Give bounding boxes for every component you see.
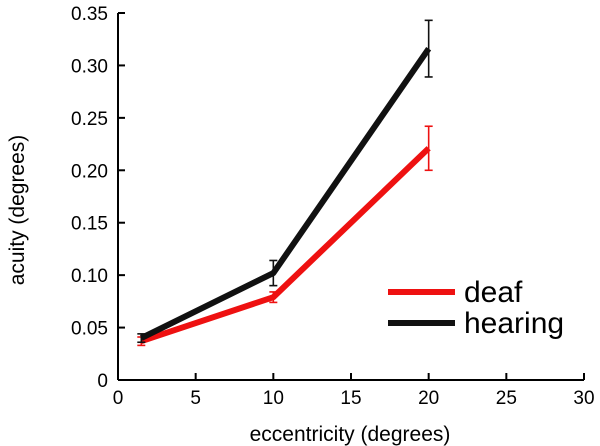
y-tick-label: 0.05 — [71, 319, 108, 340]
x-tick-label: 20 — [418, 388, 439, 409]
error-bar-deaf — [269, 291, 278, 304]
x-tick-label: 0 — [113, 388, 124, 409]
series-deaf — [137, 125, 433, 347]
x-tick-label: 25 — [496, 388, 517, 409]
error-bar-hearing — [269, 259, 278, 287]
series-line-deaf — [140, 146, 431, 345]
y-tick-label: 0.15 — [71, 214, 108, 235]
error-bar-hearing — [424, 19, 433, 78]
legend-label: hearing — [464, 307, 564, 340]
series-hearing — [137, 19, 433, 344]
legend-item-deaf: deaf — [388, 276, 523, 309]
error-bar-deaf — [424, 125, 433, 172]
x-tick-label: 15 — [340, 388, 361, 409]
x-axis-title: eccentricity (degrees) — [250, 423, 451, 446]
axes: 0 0.05 0.10 0.15 0.20 0.25 0.30 0.35 0 5 10 15 20 25 3… — [71, 4, 595, 409]
legend-label: deaf — [464, 276, 523, 309]
y-tick-label: 0.30 — [71, 56, 108, 77]
error-bar-hearing — [137, 333, 146, 344]
x-tick-label: 10 — [263, 388, 284, 409]
y-tick-label: 0.35 — [71, 4, 108, 25]
y-tick-label: 0.10 — [71, 266, 108, 287]
y-tick-label: 0 — [97, 371, 108, 392]
y-axis-title: acuity (degrees) — [6, 135, 29, 286]
x-tick-label: 30 — [573, 388, 594, 409]
x-tick-label: 5 — [190, 388, 201, 409]
y-tick-label: 0.25 — [71, 109, 108, 130]
series-layer — [137, 19, 433, 347]
legend-item-hearing: hearing — [388, 307, 564, 340]
y-tick-label: 0.20 — [71, 161, 108, 182]
